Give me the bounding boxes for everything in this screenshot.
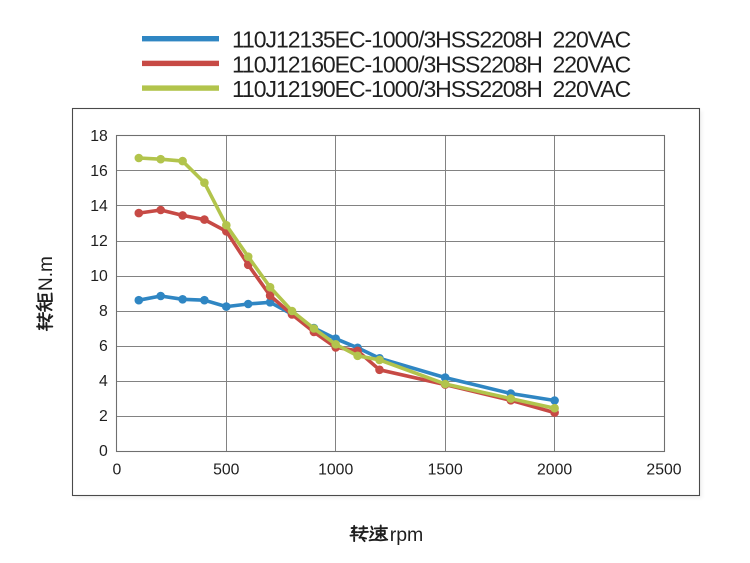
svg-text:8: 8 [99, 303, 108, 320]
svg-text:1000: 1000 [318, 462, 353, 479]
svg-text:110J12160EC-1000/3HSS2208H 22: 110J12160EC-1000/3HSS2208H 220VAC [232, 51, 631, 77]
svg-text:14: 14 [90, 198, 108, 215]
svg-text:12: 12 [90, 233, 108, 250]
svg-text:110J12135EC-1000/3HSS2208H 22: 110J12135EC-1000/3HSS2208H 220VAC [232, 27, 631, 53]
svg-text:16: 16 [90, 163, 108, 180]
svg-text:10: 10 [90, 268, 108, 285]
svg-text:500: 500 [213, 462, 240, 479]
svg-text:6: 6 [99, 338, 108, 355]
svg-text:2: 2 [99, 408, 108, 425]
svg-text:0: 0 [99, 443, 108, 460]
svg-text:N.m: N.m [36, 256, 57, 291]
svg-text:0: 0 [113, 462, 122, 479]
svg-text:18: 18 [90, 128, 108, 145]
svg-text:110J12190EC-1000/3HSS2208H 22: 110J12190EC-1000/3HSS2208H 220VAC [232, 76, 631, 102]
svg-text:2500: 2500 [646, 462, 681, 479]
svg-text:2000: 2000 [537, 462, 572, 479]
svg-text:4: 4 [99, 373, 108, 390]
svg-text:rpm: rpm [390, 524, 424, 546]
svg-text:1500: 1500 [428, 462, 463, 479]
